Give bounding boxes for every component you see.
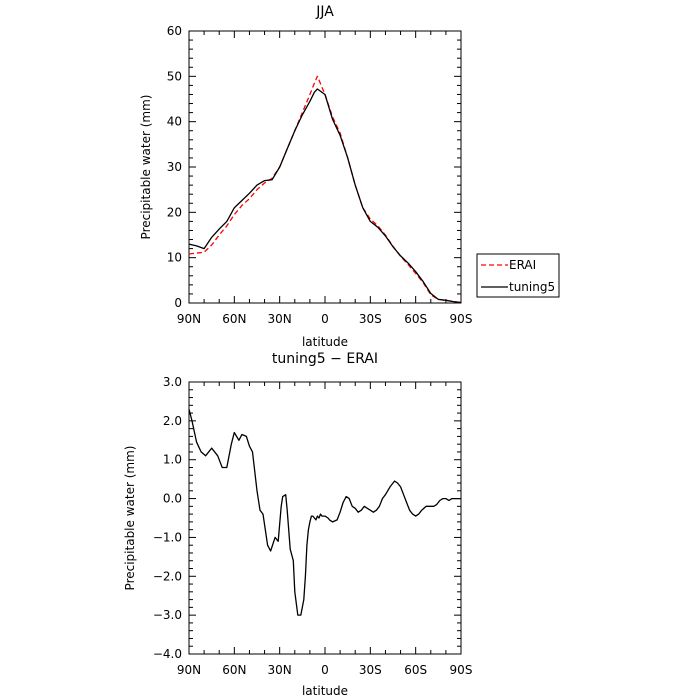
top-x-tick-label: 60S (404, 312, 427, 326)
top-x-tick-label: 60N (222, 312, 246, 326)
top-y-tick-label: 0 (174, 296, 182, 310)
bottom-y-tick-label: −4.0 (153, 647, 182, 661)
bottom-y-tick-label: −1.0 (153, 530, 182, 544)
top-panel: JJA 90N 60N 30N 0 30S 60S 90S 0 10 20 30 40 50 60 lat… (139, 4, 560, 349)
top-series-erai-line (188, 75, 462, 304)
top-x-tick-label: 0 (321, 312, 329, 326)
top-y-axis-label: Precipitable water (mm) (139, 95, 153, 240)
top-y-tick-label: 10 (167, 251, 182, 265)
bottom-x-tick-label: 30N (268, 663, 292, 677)
top-y-tick-label: 30 (167, 160, 182, 174)
legend-erai-label: ERAI (509, 258, 536, 272)
bottom-y-tick-label: 2.0 (163, 414, 182, 428)
bottom-y-tick-label: 3.0 (163, 375, 182, 389)
bottom-y-tick-label: 1.0 (163, 453, 182, 467)
bottom-x-tick-label: 90S (450, 663, 473, 677)
top-y-tick-label: 60 (167, 24, 182, 38)
legend-box (476, 253, 560, 298)
bottom-x-tick-label: 60S (404, 663, 427, 677)
bottom-x-tick-label: 90N (177, 663, 201, 677)
top-x-tick-label: 90S (450, 312, 473, 326)
top-y-tick-label: 50 (167, 69, 182, 83)
top-axis-ticks: 90N 60N 30N 0 30S 60S 90S 0 10 20 30 40 50 60 (167, 24, 473, 326)
top-x-tick-label: 30N (268, 312, 292, 326)
bottom-y-tick-label: −3.0 (153, 608, 182, 622)
top-series-tuning5-line (188, 88, 462, 304)
bottom-plot-frame (188, 381, 462, 655)
top-chart-title: JJA (315, 4, 334, 20)
top-plot-frame (188, 30, 462, 304)
legend: ERAI tuning5 (476, 253, 560, 298)
bottom-y-tick-label: 0.0 (163, 492, 182, 506)
top-series-lines (188, 75, 462, 304)
top-y-tick-label: 20 (167, 205, 182, 219)
bottom-y-tick-label: −2.0 (153, 569, 182, 583)
bottom-chart-title: tuning5 − ERAI (272, 351, 378, 367)
top-y-tick-label: 40 (167, 115, 182, 129)
legend-tuning5-label: tuning5 (509, 280, 555, 294)
top-x-tick-label: 90N (177, 312, 201, 326)
top-x-axis-label: latitude (302, 335, 348, 349)
bottom-x-tick-label: 30S (359, 663, 382, 677)
bottom-series-lines (188, 409, 461, 616)
bottom-x-axis-label: latitude (302, 684, 348, 698)
bottom-x-tick-label: 60N (222, 663, 246, 677)
bottom-y-axis-label: Precipitable water (mm) (123, 446, 137, 591)
bottom-axis-ticks: 90N 60N 30N 0 30S 60S 90S −4.0 −3.0 −2.0 −1.0 0.0 1.… (153, 375, 473, 677)
bottom-series-difference-line (188, 409, 461, 616)
top-x-tick-label: 30S (359, 312, 382, 326)
bottom-panel: tuning5 − ERAI 90N 60N 30N 0 30S 60S 90S −4.0 −3… (123, 351, 472, 698)
bottom-x-tick-label: 0 (321, 663, 329, 677)
